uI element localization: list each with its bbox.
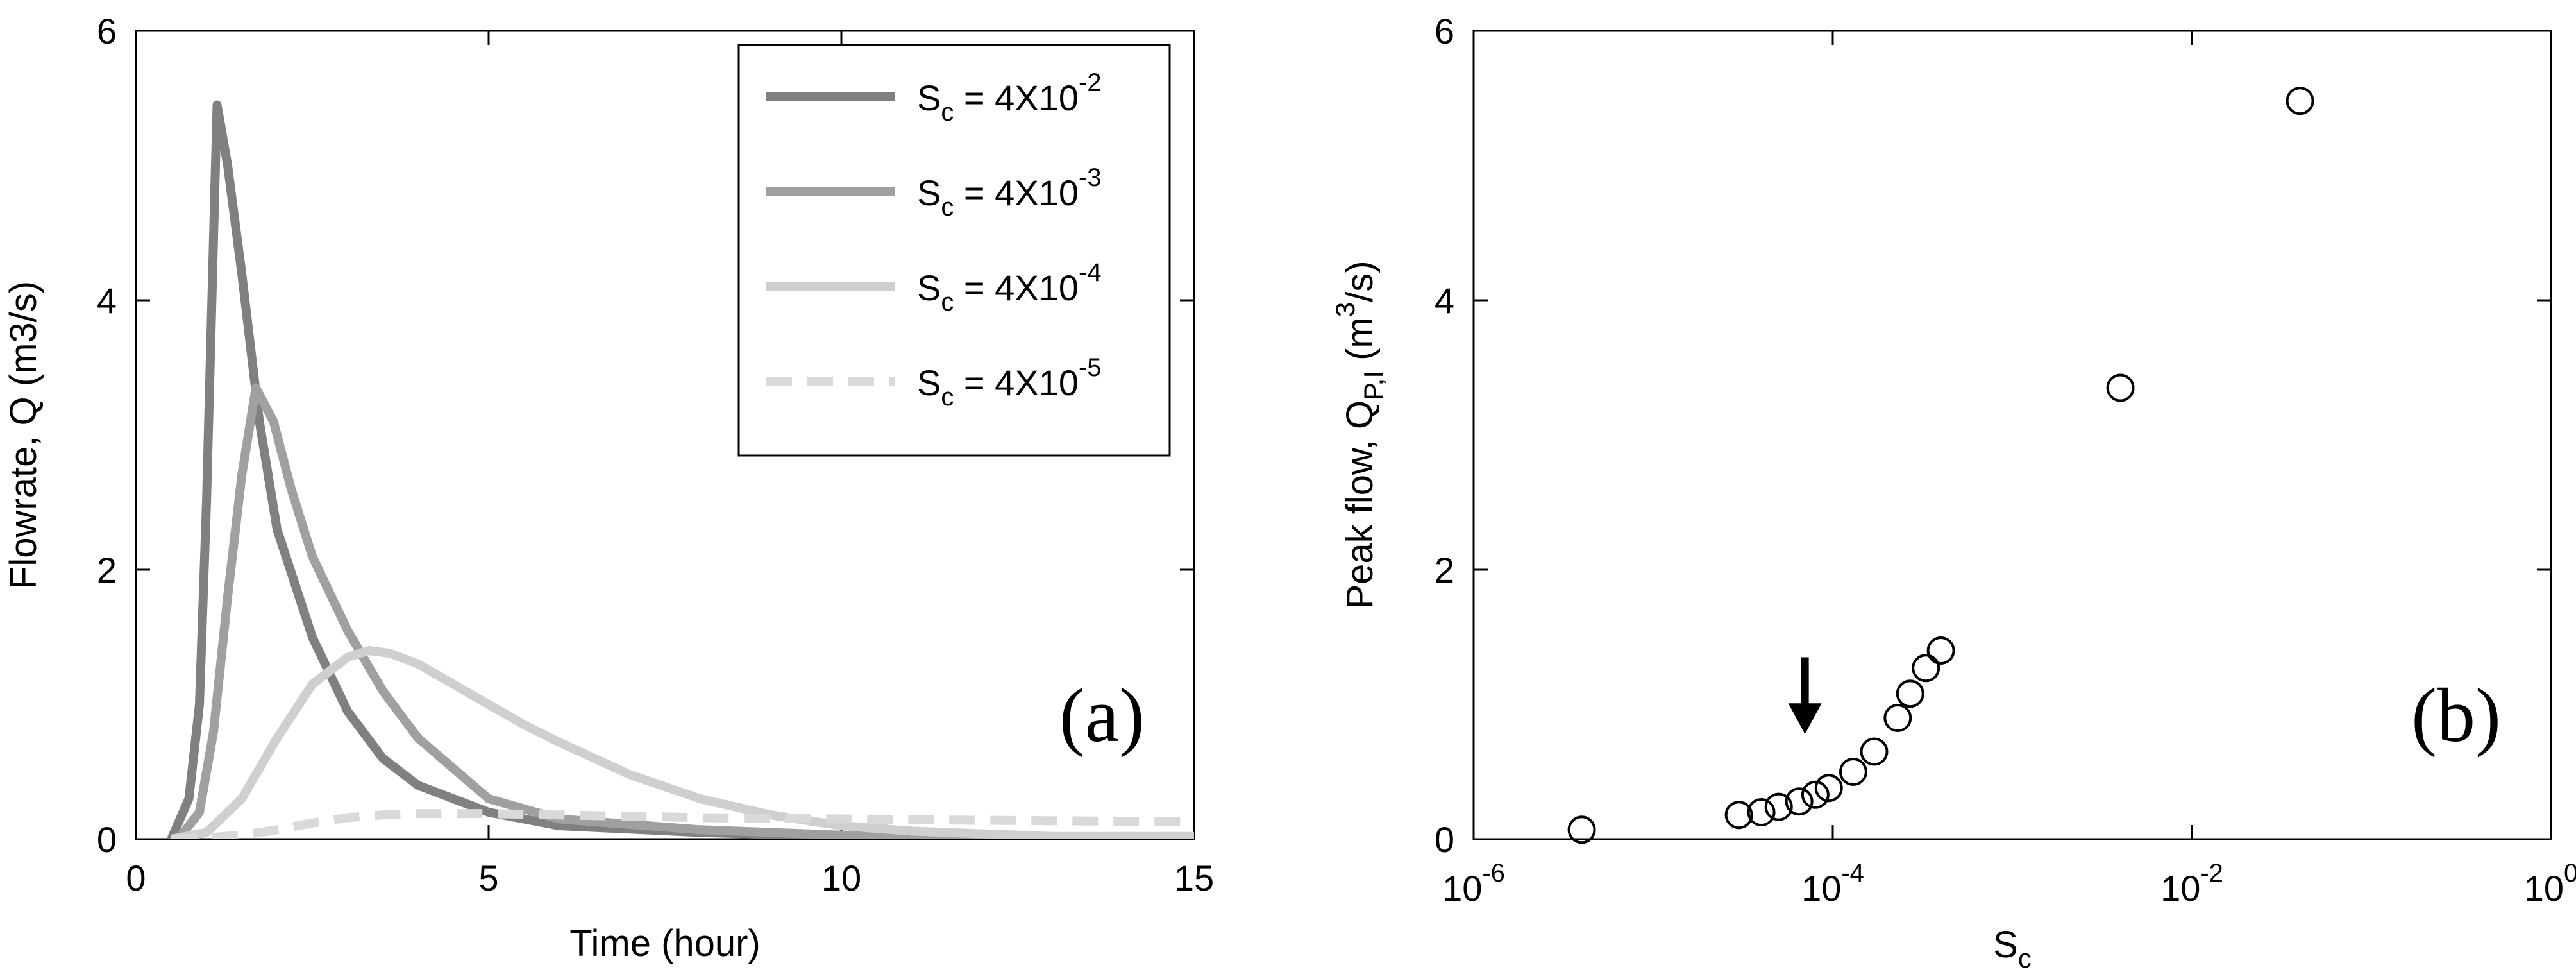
- x-axis-label-b: Sc: [1993, 924, 2032, 969]
- legend-sup: -5: [1079, 354, 1102, 382]
- legend-label-2: Sc = 4X10-3: [917, 164, 1102, 221]
- legend-s: S: [917, 268, 941, 308]
- tick-exp: -6: [1482, 859, 1505, 887]
- arrow-head: [1788, 703, 1822, 735]
- y-tick-label-b: 6: [1435, 11, 1454, 51]
- legend-mid: = 4X10: [954, 78, 1079, 118]
- scatter-point: [1926, 636, 1955, 665]
- legend-mid: = 4X10: [954, 173, 1079, 213]
- scatter-point: [1860, 737, 1889, 766]
- y-tick-label-b: 4: [1435, 280, 1454, 321]
- xlabel-s: S: [1993, 924, 2018, 966]
- x-tick-label-a: 5: [478, 858, 498, 898]
- ylabel-main: Peak flow, Q: [1339, 400, 1381, 610]
- tick-base: 10: [1801, 868, 1841, 908]
- scatter-point: [1839, 758, 1867, 786]
- legend-label-1: Sc = 4X10-2: [917, 69, 1102, 126]
- tick-base: 10: [2524, 868, 2564, 908]
- legend-mid: = 4X10: [954, 362, 1079, 403]
- ylabel-unit-post: /s): [1339, 260, 1381, 302]
- tick-exp: -4: [1841, 859, 1864, 887]
- x-tick-label-b: 10-6: [1442, 859, 1505, 908]
- y-tick-label-b: 2: [1435, 550, 1454, 590]
- ylabel-sub: P,I: [1358, 371, 1388, 400]
- legend-sup: -4: [1079, 259, 1102, 287]
- series-line-2: [174, 383, 1194, 839]
- x-axis-label-a: Time (hour): [569, 923, 761, 964]
- tick-base: 10: [2160, 868, 2200, 908]
- y-tick-label-a: 2: [97, 550, 117, 590]
- y-tick-label-a: 6: [97, 11, 117, 51]
- plot-area-b: [1472, 30, 2552, 840]
- x-tick-label-b: 100: [2524, 859, 2576, 908]
- scatter-point: [2106, 373, 2135, 402]
- x-tick-label-a: 10: [821, 858, 861, 898]
- x-tick-label-a: 0: [126, 858, 146, 898]
- panel-label-b: (b): [2411, 672, 2501, 758]
- legend-label-3: Sc = 4X10-4: [917, 259, 1102, 316]
- legend-sub: c: [941, 288, 954, 316]
- scatter-point: [2286, 87, 2314, 115]
- legend-sub: c: [941, 193, 954, 221]
- legend-label-4: Sc = 4X10-5: [917, 354, 1102, 411]
- legend-sup: -2: [1079, 69, 1102, 97]
- scatter-point: [1764, 792, 1793, 821]
- scatter-point: [1747, 798, 1776, 826]
- tick-exp: -2: [2200, 859, 2223, 887]
- x-tick-label-b: 10-4: [1801, 859, 1864, 908]
- scatter-point: [1567, 815, 1596, 844]
- legend-s: S: [917, 362, 941, 403]
- panel-label-a: (a): [1059, 672, 1145, 758]
- legend-sub: c: [941, 383, 954, 411]
- y-axis-label-b: Peak flow, QP,I (m3/s): [1330, 260, 1388, 609]
- y-axis-label-a: Flowrate, Q (m3/s): [3, 281, 44, 589]
- scatter-point: [1912, 654, 1940, 683]
- y-tick-label-b: 0: [1435, 819, 1454, 860]
- tick-base: 10: [1442, 868, 1482, 908]
- legend-sub: c: [941, 98, 954, 126]
- legend-sup: -3: [1079, 164, 1102, 192]
- scatter-point: [1801, 780, 1830, 809]
- ylabel-unit-pre: (m: [1339, 317, 1381, 371]
- ylabel-sup: 3: [1330, 302, 1360, 317]
- scatter-point: [1896, 679, 1924, 708]
- y-tick-label-a: 4: [97, 280, 117, 321]
- y-tick-label-a: 0: [97, 819, 117, 860]
- scatter-point: [1883, 704, 1912, 732]
- legend-s: S: [917, 78, 941, 118]
- scatter-point: [1814, 774, 1843, 803]
- scatter-point: [1785, 787, 1814, 816]
- legend-box: [737, 44, 1171, 457]
- xlabel-sub: c: [2018, 943, 2032, 969]
- panel-a: 0 5 10 15 0 2 4 6 Time (hour) Flowrate, Q (m3/s) (…: [3, 11, 1214, 964]
- legend-s: S: [917, 173, 941, 213]
- series-line-3: [170, 646, 1194, 839]
- legend-mid: = 4X10: [954, 268, 1079, 308]
- x-tick-label-b: 10-2: [2160, 859, 2223, 908]
- x-tick-label-a: 15: [1174, 858, 1214, 898]
- scatter-point: [1724, 801, 1753, 830]
- plot-area-a: [135, 30, 1195, 840]
- tick-exp: 0: [2564, 859, 2576, 887]
